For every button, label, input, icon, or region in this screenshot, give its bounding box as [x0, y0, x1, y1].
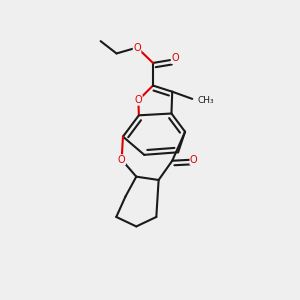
Text: O: O — [133, 43, 141, 52]
Text: CH₃: CH₃ — [198, 96, 214, 105]
Text: O: O — [134, 95, 142, 105]
Text: O: O — [118, 155, 125, 165]
Text: O: O — [171, 53, 179, 63]
Text: O: O — [190, 155, 198, 165]
